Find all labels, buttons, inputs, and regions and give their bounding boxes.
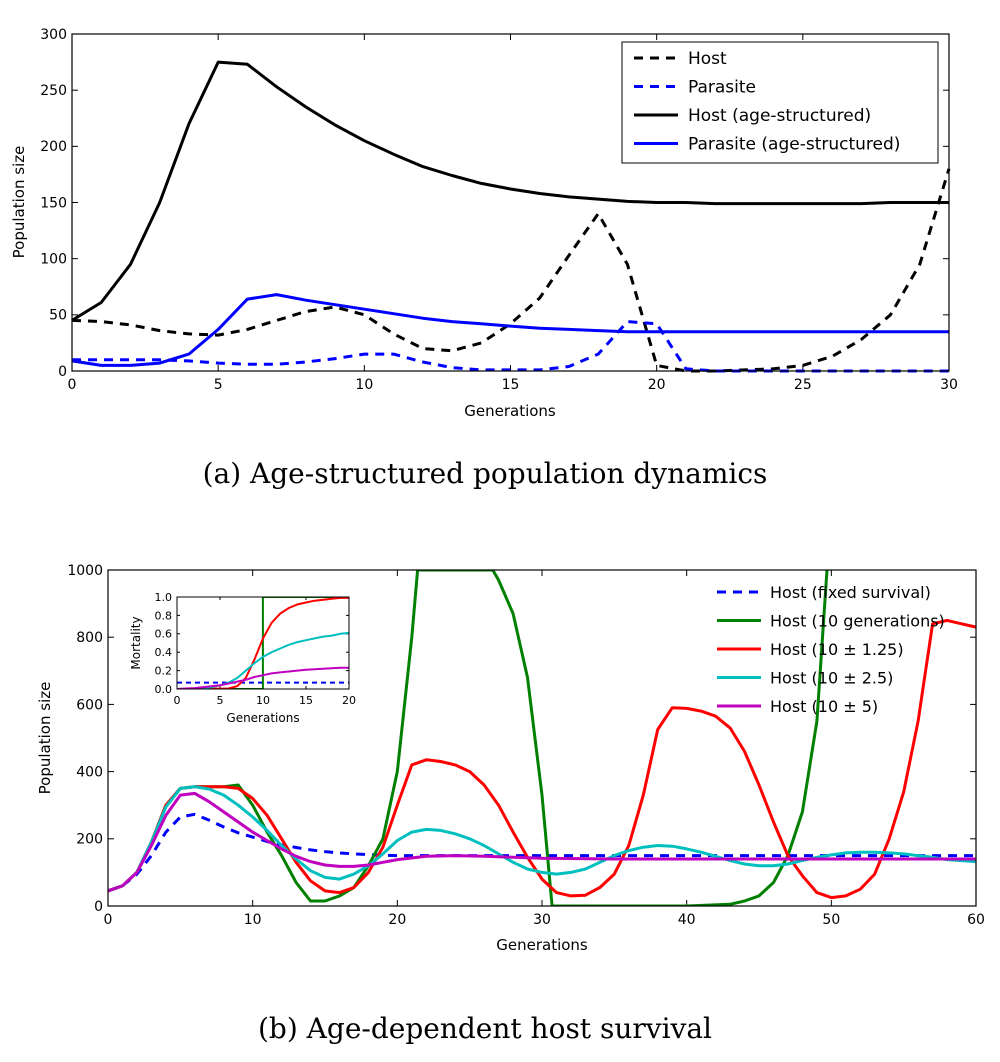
panel-a-legend-label-host-age-structured: Host (age-structured) [688,106,871,126]
panel-a-y-axis-label: Population size [10,146,28,259]
panel-b-y-tick-label: 200 [76,832,103,848]
inset-y-tick-label: 1.0 [155,591,173,604]
inset-x-tick-label: 0 [174,694,181,707]
inset-y-tick-label: 0.2 [155,664,173,677]
panel-b-legend-label-host-10-5: Host (10 ± 5) [770,697,878,716]
panel-b-y-tick-label: 1000 [67,563,103,579]
panel-a-x-tick-label: 10 [355,377,373,393]
panel-b-x-tick-label: 10 [244,912,262,928]
panel-b-series-host-10-1-25 [108,618,976,900]
panel-a-y-tick-label: 0 [58,364,67,380]
panel-b-legend-entries: Host (fixed survival) Host (10 generation… [717,583,945,716]
inset-y-tick-label: 0.6 [155,628,173,641]
panel-b-x-tick-label: 20 [388,912,406,928]
inset-series-host-10-1-25 [177,597,349,689]
inset-y-tick-label: 0.0 [155,683,173,696]
panel-b-legend-label-host-fixed-survival: Host (fixed survival) [770,583,931,602]
panel-a-x-tick-label: 5 [214,377,223,393]
panel-b-caption: (b) Age-dependent host survival [258,1012,712,1045]
panel-b-plot-frame [107,569,977,907]
inset-x-tick-label: 20 [342,694,356,707]
panel-a-y-tick-label: 50 [49,308,67,324]
panel-b-series-host-fixed-survival [108,812,976,893]
panel-b-y-tick-label: 0 [94,899,103,915]
panel-b-series-host-10-2-5 [108,785,976,893]
panel-a-x-axis-label: Generations [464,402,556,420]
inset-x-tick-label: 5 [217,694,224,707]
panel-b-y-tick-label: 800 [76,630,103,646]
panel-b-legend-label-host-10-generations: Host (10 generations) [770,612,945,631]
inset-series [177,597,349,689]
panel-a-x-tick-label: 25 [794,377,812,393]
panel-a-y-tick-label: 250 [40,83,67,99]
panel-a-y-tick-label: 150 [40,195,67,211]
panel-a-x-tick-label: 0 [68,377,77,393]
panel-b-legend-label-host-10-2-5: Host (10 ± 2.5) [770,669,893,688]
panel-b-x-axis-label: Generations [496,936,588,954]
panel-b-series [108,570,976,906]
panel-b-series-host-10-5 [108,791,976,893]
panel-a-y-tick-label: 300 [40,27,67,43]
inset-x-tick-label: 15 [299,694,313,707]
panel-a-legend-label-parasite: Parasite [688,78,756,98]
panel-a-x-tick-label: 20 [648,377,666,393]
panel-b-x-tick-label: 30 [533,912,551,928]
panel-b-legend-label-host-10-1-25: Host (10 ± 1.25) [770,640,904,659]
panel-b-legend: Host (fixed survival) Host (10 generation… [717,583,945,716]
inset-y-tick-label: 0.4 [155,646,173,659]
panel-b-x-tick-label: 0 [104,912,113,928]
panel-a-series-host-age-structured [71,60,949,322]
panel-a-y-tick-label: 100 [40,252,67,268]
inset-y-axis-label: Mortality [129,616,143,669]
panel-b-y-tick-label: 600 [76,697,103,713]
panel-b-x-tick-label: 40 [678,912,696,928]
panel-a-series-parasite-age-structured [71,293,949,367]
panel-a-x-tick-label: 15 [502,377,520,393]
inset-x-tick-label: 10 [256,694,270,707]
inset-frame [176,596,350,690]
panel-a-y-tick-label: 200 [40,139,67,155]
panel-a-legend-label-host: Host [688,49,727,69]
inset-y-tick-label: 0.8 [155,609,173,622]
inset-series-host-10-5 [177,666,349,689]
panel-b-x-tick-label: 60 [967,912,985,928]
panel-b-x-tick-label: 50 [822,912,840,928]
panel-a-legend: Host Parasite Host (age-structured) Parasit… [621,41,939,164]
panel-a-series-host [71,168,951,373]
panel-a-plot-frame [71,33,950,372]
panel-a-legend-label-parasite-age-structured: Parasite (age-structured) [688,135,900,155]
inset-x-axis-label: Generations [226,711,299,725]
panel-a-legend-entries: Host Parasite Host (age-structured) Parasit… [634,49,900,155]
panel-b-y-tick-label: 400 [76,765,103,781]
panel-b-y-axis-label: Population size [36,682,54,795]
panel-a-x-tick-label: 30 [940,377,958,393]
panel-a-caption: (a) Age-structured population dynamics [203,457,768,490]
panel-b-inset: 0 5 10 15 20 0.0 0.2 0.4 0.6 0.8 1.0 Generations M… [129,591,356,725]
